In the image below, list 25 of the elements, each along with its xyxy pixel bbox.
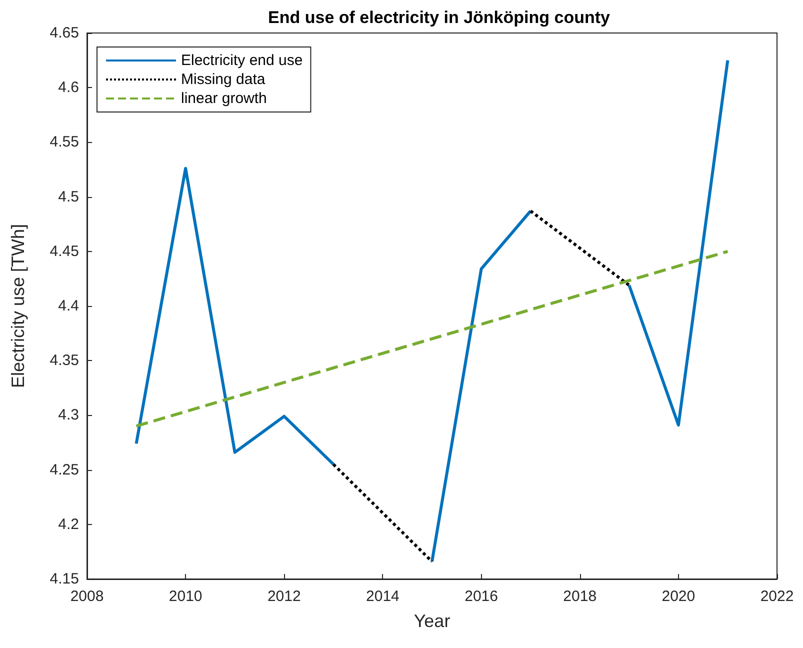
y-tick-label: 4.5: [58, 188, 79, 206]
y-tick-label: 4.45: [50, 242, 79, 260]
y-axis-title: Electricity use [TWh]: [8, 224, 28, 388]
x-tick-label: 2008: [70, 588, 104, 605]
y-tick-label: 4.65: [50, 24, 79, 42]
y-tick-label: 4.35: [50, 352, 79, 370]
y-tick-label: 4.25: [50, 461, 79, 478]
chart-title: End use of electricity in Jönköping county: [268, 8, 611, 27]
x-tick-label: 2012: [267, 588, 301, 605]
x-tick-label: 2014: [366, 588, 400, 605]
x-tick-label: 2018: [563, 588, 597, 605]
legend-label: linear growth: [181, 90, 267, 107]
y-tick-label: 4.55: [50, 134, 79, 151]
y-tick-label: 4.3: [58, 406, 79, 424]
legend-label: Electricity end use: [181, 52, 303, 69]
y-tick-label: 4.15: [50, 570, 79, 588]
legend-label: Missing data: [181, 71, 266, 88]
y-tick-label: 4.2: [58, 516, 79, 533]
x-tick-label: 2010: [168, 588, 202, 605]
y-tick-label: 4.6: [58, 79, 79, 96]
x-axis-title: Year: [414, 611, 450, 631]
x-tick-label: 2016: [464, 588, 498, 605]
x-tick-label: 2020: [662, 588, 696, 605]
y-tick-label: 4.4: [58, 298, 79, 314]
x-tick-label: 2022: [760, 588, 794, 605]
